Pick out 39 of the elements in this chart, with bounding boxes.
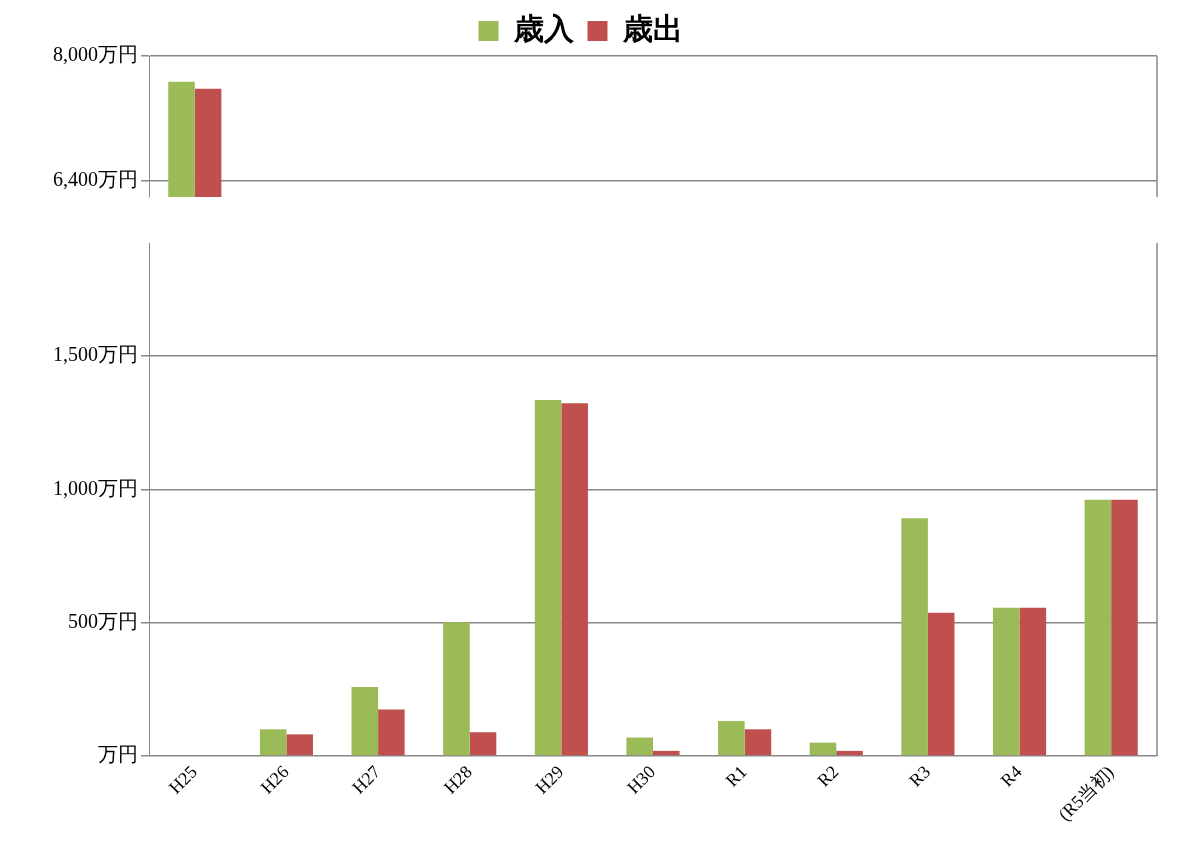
- bar: [1084, 499, 1112, 756]
- bar: [469, 732, 497, 756]
- y-tick-label: 500万円: [68, 609, 138, 632]
- x-tick-label: H25: [164, 761, 201, 798]
- x-tick-label: H26: [256, 761, 293, 798]
- x-tick-label: H30: [623, 761, 660, 798]
- bar: [443, 622, 470, 756]
- y-tick-label: 1,000万円: [53, 476, 138, 499]
- x-tick-label: H28: [439, 761, 476, 798]
- bar: [259, 729, 287, 756]
- y-tick-label: 1,500万円: [53, 343, 138, 366]
- x-tick-label: (R5当初): [1054, 761, 1119, 826]
- y-tick-label: 8,000万円: [53, 43, 138, 66]
- bar: [744, 729, 772, 756]
- bar: [927, 612, 955, 756]
- bar: [561, 403, 588, 756]
- x-tick-label: H27: [348, 761, 385, 798]
- legend-label: 歳出: [621, 10, 683, 46]
- x-tick-label: R4: [996, 761, 1026, 791]
- y-tick-label: 万円: [98, 743, 138, 766]
- bar: [534, 399, 562, 756]
- bar: [718, 721, 745, 756]
- bar: [836, 750, 863, 756]
- bar: [626, 737, 653, 756]
- bar: [1019, 607, 1047, 756]
- y-tick-label: 6,400万円: [53, 167, 138, 190]
- bar: [901, 518, 928, 756]
- legend-label: 歳入: [512, 10, 575, 46]
- bar: [1111, 499, 1138, 756]
- bar: [351, 686, 379, 756]
- bar: [992, 607, 1020, 756]
- x-tick-label: R1: [721, 761, 751, 791]
- bar: [809, 742, 837, 756]
- x-tick-label: R3: [905, 761, 935, 791]
- bar: [378, 709, 405, 756]
- x-tick-label: R2: [813, 761, 843, 791]
- bar: [286, 734, 314, 756]
- bar: [653, 750, 680, 756]
- x-tick-label: H29: [531, 761, 568, 798]
